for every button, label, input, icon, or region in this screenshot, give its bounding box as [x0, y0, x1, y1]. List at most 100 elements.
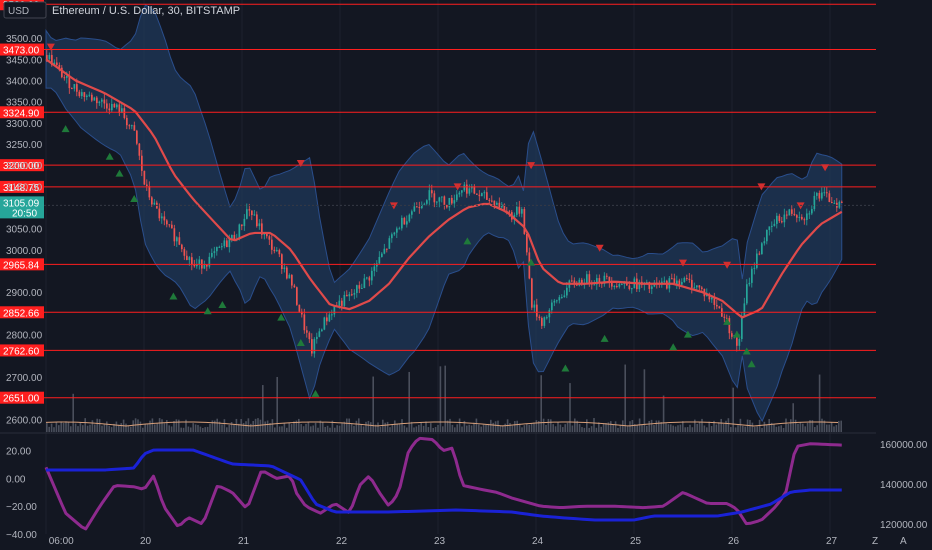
volume-bar	[281, 426, 283, 432]
candle-body	[813, 195, 816, 210]
candle-body	[178, 237, 181, 245]
candle-body	[183, 249, 186, 256]
currency-toggle[interactable]	[3, 1, 47, 19]
candle-body	[401, 217, 403, 229]
candle-body	[283, 267, 286, 269]
volume-bar	[780, 425, 782, 432]
volume-bar	[278, 426, 281, 432]
volume-bar	[226, 427, 228, 432]
volume-bar	[636, 424, 638, 432]
candle-body	[838, 201, 841, 208]
level-badge[interactable]	[0, 391, 44, 404]
candle-body	[818, 193, 821, 199]
candle-body	[538, 316, 541, 319]
volume-bar	[830, 422, 833, 432]
volume-bar	[367, 420, 370, 432]
candle-body	[331, 314, 333, 316]
volume-bar	[348, 418, 350, 432]
volume-bar	[98, 419, 101, 432]
level-label: 3200.00	[3, 161, 40, 172]
volume-bar	[410, 421, 413, 432]
candle-body	[816, 193, 818, 196]
volume-bar	[641, 424, 643, 432]
sell-signal-icon	[453, 183, 462, 191]
candle-body	[586, 274, 588, 285]
volume-bar	[583, 427, 586, 432]
candle-body	[253, 214, 256, 216]
volume-bar	[720, 418, 722, 432]
volume-bar	[708, 421, 710, 432]
volume-bar	[48, 426, 50, 432]
time-tick-label: 20	[140, 536, 152, 547]
volume-bar	[175, 419, 178, 432]
volume-bar	[365, 421, 367, 432]
volume-bar	[319, 420, 322, 432]
volume-bar	[209, 423, 211, 432]
candle-body	[141, 155, 143, 171]
candle-body	[83, 92, 86, 97]
volume-bar	[742, 425, 744, 432]
volume-bar	[386, 421, 389, 432]
candle-body	[621, 284, 623, 286]
footer-bar: Z A	[872, 536, 907, 547]
volume-bar	[101, 425, 103, 432]
candle-body	[638, 281, 641, 290]
candle-body	[563, 295, 566, 298]
volume-bar	[624, 364, 626, 432]
level-badge[interactable]	[0, 159, 44, 172]
volume-bar	[480, 426, 482, 432]
volume-bar	[430, 423, 432, 432]
level-badge[interactable]	[0, 106, 44, 119]
price-tick-label: 3000.00	[6, 246, 43, 257]
time-axis[interactable]: 06:00 20 21 22 23 24 25 26 27	[49, 536, 838, 547]
volume-bar	[151, 418, 154, 432]
candle-body	[291, 274, 293, 286]
volume-bar	[70, 426, 72, 432]
candle-body	[741, 316, 743, 340]
level-badge[interactable]	[0, 180, 44, 193]
volume-bar	[614, 421, 617, 432]
volume-bar	[821, 418, 823, 432]
volume-bar	[497, 420, 499, 432]
candle-body	[231, 234, 233, 240]
buy-signal-icon	[527, 258, 536, 266]
level-badge[interactable]	[0, 306, 44, 319]
timezone-icon[interactable]: Z	[872, 536, 878, 547]
level-label: 2651.00	[3, 394, 40, 405]
volume-bar	[840, 420, 842, 432]
volume-bar	[833, 426, 835, 432]
volume-bar	[770, 422, 773, 432]
candle-body	[191, 257, 193, 265]
auto-scale-button[interactable]: A	[900, 536, 907, 547]
candle-body	[688, 278, 691, 280]
candle-body	[363, 278, 366, 288]
volume-bar	[768, 418, 770, 432]
level-badge[interactable]	[0, 344, 44, 357]
usd-label[interactable]: USD	[8, 6, 29, 17]
volume-bar	[578, 424, 581, 432]
volume-bar	[516, 420, 518, 432]
candle-body	[796, 215, 798, 218]
candle-body	[248, 209, 251, 211]
candle-body	[771, 225, 773, 227]
level-badge[interactable]	[0, 43, 44, 56]
candle-body	[386, 248, 388, 250]
price-tick-label: 3150.00	[6, 182, 43, 193]
candle-body	[148, 186, 151, 198]
level-badge[interactable]	[0, 258, 44, 271]
volume-bar	[538, 420, 540, 432]
volume-bar	[403, 425, 406, 432]
volume-bar	[146, 424, 149, 432]
volume-bar	[137, 419, 139, 432]
symbol-title: Ethereum / U.S. Dollar, 30, BITSTAMP	[52, 5, 240, 17]
volume-bar	[180, 427, 182, 432]
price-tick-label: 2800.00	[6, 331, 43, 342]
price-axis[interactable]: 2600.00 2700.00 2800.00 2900.00 3000.00 3050.…	[6, 34, 43, 426]
candle-body	[221, 246, 223, 248]
candle-body	[773, 223, 776, 226]
volume-bar	[509, 423, 511, 432]
candle-body	[491, 200, 493, 202]
volume-bar	[341, 423, 343, 432]
volume-bar	[504, 423, 506, 432]
volume-bar	[223, 419, 226, 432]
